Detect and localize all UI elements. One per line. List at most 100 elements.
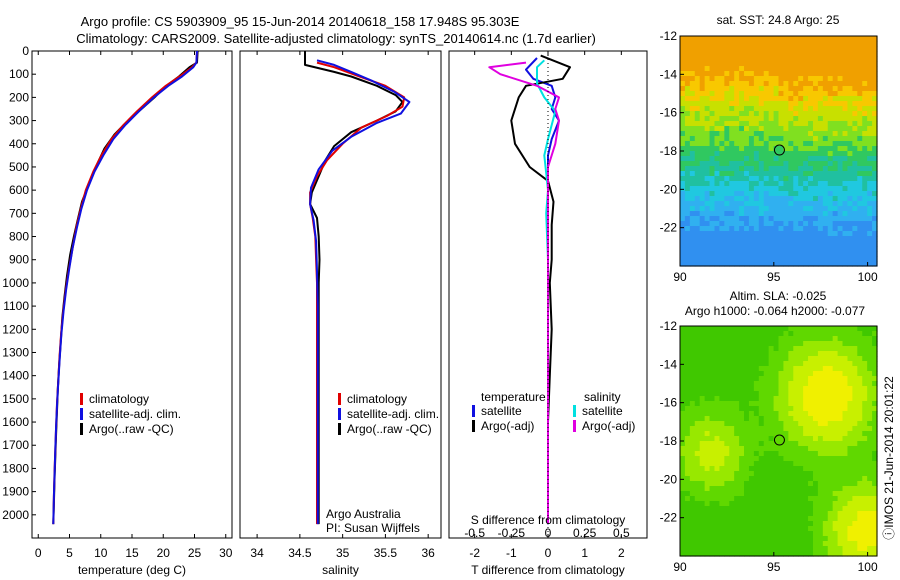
- heatmap-cell: [734, 71, 740, 77]
- heatmap-cell: [862, 401, 868, 407]
- heatmap-cell: [778, 106, 785, 112]
- heatmap-cell: [734, 126, 740, 132]
- heatmap-cell: [852, 376, 858, 382]
- heatmap-cell: [739, 426, 745, 432]
- heatmap-cell: [872, 161, 878, 167]
- heatmap-cell: [822, 191, 829, 197]
- heatmap-cell: [822, 536, 829, 542]
- heatmap-cell: [788, 236, 794, 242]
- heatmap-cell: [847, 546, 853, 552]
- heatmap-cell: [694, 336, 701, 342]
- heatmap-cell: [694, 216, 701, 222]
- heatmap-cell: [822, 551, 829, 557]
- heatmap-cell: [748, 331, 755, 337]
- heatmap-cell: [773, 201, 780, 207]
- sst-title: sat. SST: 24.8 Argo: 25: [717, 13, 840, 27]
- heatmap-cell: [798, 176, 804, 182]
- heatmap-cell: [734, 146, 740, 152]
- heatmap-cell: [808, 506, 814, 512]
- heatmap-cell: [808, 261, 814, 267]
- heatmap-cell: [872, 346, 878, 352]
- heatmap-cell: [689, 131, 696, 137]
- heatmap-cell: [680, 326, 686, 332]
- heatmap-cell: [704, 251, 711, 257]
- heatmap-cell: [680, 476, 686, 482]
- heatmap-cell: [699, 261, 706, 267]
- heatmap-cell: [803, 236, 809, 242]
- heatmap-cell: [684, 36, 691, 42]
- heatmap-cell: [699, 171, 706, 177]
- heatmap-cell: [753, 221, 760, 227]
- heatmap-cell: [748, 456, 755, 462]
- heatmap-cell: [729, 341, 735, 347]
- heatmap-cell: [817, 176, 824, 182]
- heatmap-cell: [788, 241, 794, 247]
- heatmap-cell: [857, 416, 863, 422]
- heatmap-cell: [704, 481, 711, 487]
- heatmap-cell: [758, 186, 765, 192]
- heatmap-cell: [699, 76, 706, 82]
- heatmap-cell: [773, 481, 780, 487]
- heatmap-cell: [798, 551, 804, 557]
- heatmap-cell: [812, 536, 819, 542]
- heatmap-cell: [729, 136, 735, 142]
- heatmap-cell: [867, 446, 873, 452]
- heatmap-cell: [724, 411, 730, 417]
- heatmap-cell: [680, 151, 686, 157]
- heatmap-cell: [847, 416, 853, 422]
- heatmap-cell: [768, 471, 775, 477]
- heatmap-cell: [744, 506, 750, 512]
- heatmap-cell: [763, 121, 770, 127]
- heatmap-cell: [748, 246, 755, 252]
- heatmap-cell: [812, 121, 819, 127]
- heatmap-cell: [714, 366, 720, 372]
- heatmap-cell: [689, 181, 696, 187]
- heatmap-cell: [852, 201, 858, 207]
- heatmap-cell: [803, 121, 809, 127]
- heatmap-cell: [773, 436, 780, 442]
- heatmap-cell: [808, 201, 814, 207]
- heatmap-cell: [739, 481, 745, 487]
- heatmap-cell: [837, 351, 844, 357]
- heatmap-cell: [748, 211, 755, 217]
- heatmap-cell: [842, 111, 849, 117]
- heatmap-cell: [817, 501, 824, 507]
- heatmap-cell: [699, 381, 706, 387]
- heatmap-cell: [748, 116, 755, 122]
- heatmap-cell: [857, 76, 863, 82]
- heatmap-cell: [684, 396, 691, 402]
- heatmap-cell: [689, 486, 696, 492]
- heatmap-cell: [758, 246, 765, 252]
- series-line-salinity-argo-adj-: [488, 61, 560, 525]
- heatmap-cell: [680, 76, 686, 82]
- heatmap-cell: [822, 236, 829, 242]
- heatmap-cell: [822, 441, 829, 447]
- heatmap-cell: [719, 81, 725, 87]
- heatmap-cell: [763, 66, 770, 72]
- heatmap-cell: [694, 351, 701, 357]
- heatmap-cell: [817, 111, 824, 117]
- heatmap-cell: [788, 146, 794, 152]
- heatmap-cell: [812, 381, 819, 387]
- heatmap-cell: [778, 516, 785, 522]
- heatmap-cell: [758, 96, 765, 102]
- heatmap-cell: [862, 251, 868, 257]
- heatmap-cell: [729, 51, 735, 57]
- heatmap-cell: [714, 386, 720, 392]
- heatmap-cell: [748, 431, 755, 437]
- heatmap-cell: [837, 126, 844, 132]
- heatmap-cell: [684, 416, 691, 422]
- heatmap-cell: [808, 251, 814, 257]
- heatmap-cell: [680, 221, 686, 227]
- heatmap-cell: [837, 171, 844, 177]
- heatmap-cell: [748, 461, 755, 467]
- heatmap-cell: [694, 406, 701, 412]
- heatmap-cell: [867, 61, 873, 67]
- heatmap-cell: [724, 376, 730, 382]
- heatmap-cell: [704, 206, 711, 212]
- heatmap-cell: [817, 261, 824, 267]
- heatmap-cell: [857, 341, 863, 347]
- heatmap-cell: [753, 81, 760, 87]
- heatmap-cell: [803, 406, 809, 412]
- heatmap-cell: [704, 356, 711, 362]
